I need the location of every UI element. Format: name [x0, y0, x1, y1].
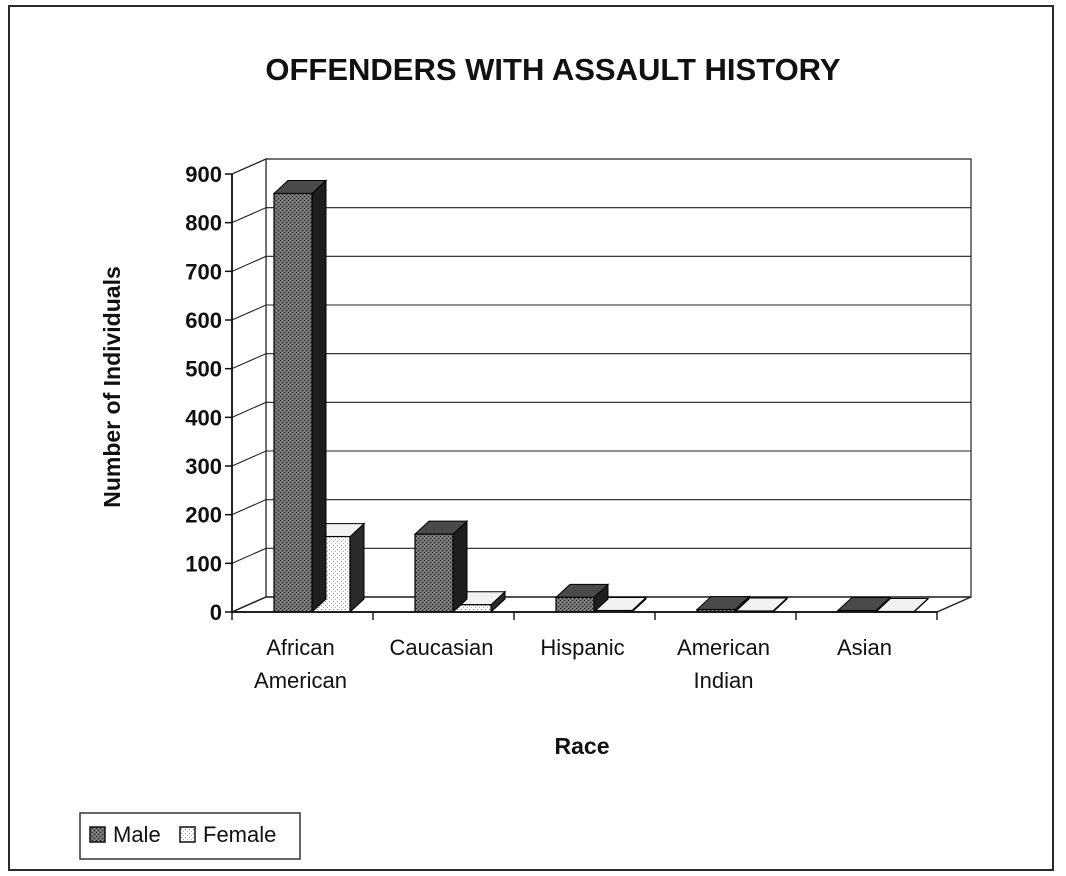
bar-side: [311, 179, 327, 614]
bar-front: [414, 533, 454, 613]
legend-swatch-female: [179, 826, 196, 843]
bar-male-3: [695, 595, 751, 614]
x-category-label: African: [266, 635, 334, 660]
x-axis-title: Race: [555, 733, 610, 759]
y-tick-label: 400: [185, 405, 222, 430]
legend-label-female: Female: [203, 822, 276, 847]
bar-male-2: [554, 583, 610, 614]
y-tick-label: 0: [210, 600, 222, 625]
gridline: [231, 401, 971, 418]
gridline: [231, 304, 971, 321]
gridline: [231, 450, 971, 467]
x-category-label: American: [254, 668, 347, 693]
bar-front: [555, 596, 595, 613]
back-wall: [265, 158, 972, 598]
y-tick-label: 700: [185, 259, 222, 284]
gridline: [231, 207, 971, 224]
x-category-label: Hispanic: [540, 635, 624, 660]
bar-male-1: [413, 519, 469, 614]
bar-female-1: [451, 590, 507, 614]
y-tick-label: 200: [185, 503, 222, 528]
legend-label-male: Male: [113, 822, 161, 847]
gridline: [231, 158, 971, 175]
bar-male-0: [272, 179, 328, 614]
gridline: [231, 255, 971, 272]
y-tick-label: 300: [185, 454, 222, 479]
legend-swatch-male: [89, 826, 106, 843]
y-tick-label: 800: [185, 211, 222, 236]
plot-area: [231, 158, 972, 614]
y-tick-label: 900: [185, 162, 222, 187]
side-wall: [231, 158, 267, 613]
gridline: [231, 547, 971, 564]
gridline: [231, 353, 971, 370]
y-axis-title: Number of Individuals: [99, 266, 125, 508]
y-tick-label: 100: [185, 551, 222, 576]
bar-side: [349, 522, 365, 614]
x-axis-categories: African American Caucasian Hispanic American…: [231, 611, 938, 693]
x-category-label: Asian: [837, 635, 892, 660]
y-axis-ticks: 0 100 200 300 400 500 600 700 800 900: [185, 162, 233, 625]
bar-front: [273, 192, 313, 613]
x-category-label: American: [677, 635, 770, 660]
bar-side: [452, 519, 468, 614]
legend: Male Female: [79, 812, 301, 860]
y-tick-label: 500: [185, 357, 222, 382]
chart-title: OFFENDERS WITH ASSAULT HISTORY: [265, 52, 841, 87]
x-category-label: Indian: [694, 668, 754, 693]
x-category-label: Caucasian: [390, 635, 494, 660]
gridline: [231, 499, 971, 516]
y-tick-label: 600: [185, 308, 222, 333]
